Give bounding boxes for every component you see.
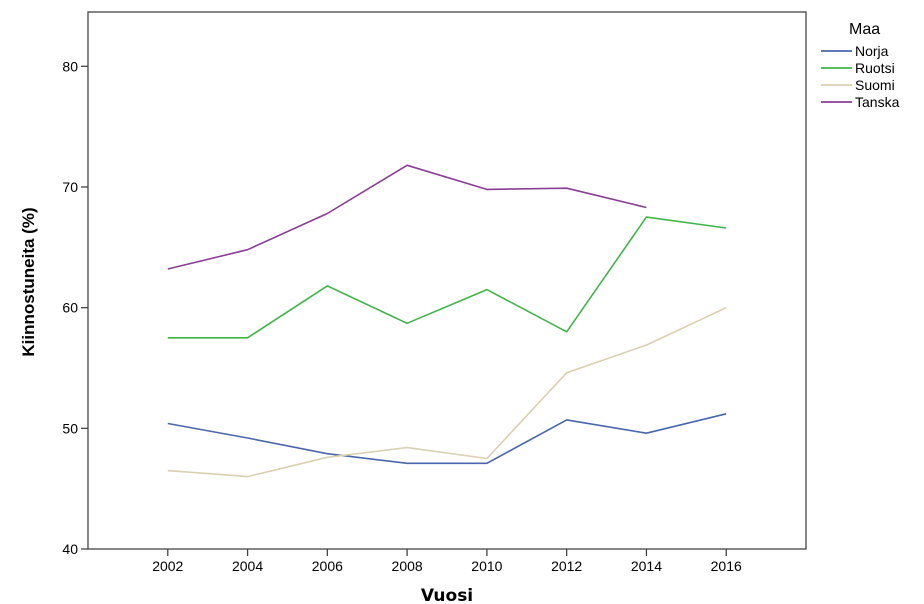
x-axis: 2002 2004 2006 2008 2010 2012 2014 2016: [152, 549, 742, 574]
y-axis-title: Kiinnostuneita (%): [19, 207, 38, 356]
y-axis: 40 50 60 70 80: [62, 58, 88, 557]
x-tick-label: 2002: [152, 558, 183, 574]
plot-frame: [87, 11, 807, 550]
x-tick-label: 2012: [551, 558, 582, 574]
legend-label-tanska: Tanska: [855, 94, 900, 110]
legend-label-norja: Norja: [855, 43, 889, 59]
legend-label-suomi: Suomi: [855, 77, 895, 93]
x-tick-label: 2008: [392, 558, 423, 574]
x-tick-label: 2016: [711, 558, 742, 574]
legend-label-ruotsi: Ruotsi: [855, 60, 895, 76]
x-tick-label: 2014: [631, 558, 662, 574]
series-line-norja: [167, 413, 727, 465]
x-axis-title: Vuosi: [421, 586, 473, 604]
series-line-ruotsi: [167, 216, 727, 339]
legend-title: Maa: [849, 21, 880, 38]
y-tick-label: 80: [62, 58, 78, 74]
y-tick-label: 50: [62, 420, 78, 436]
series-line-tanska: [167, 164, 647, 270]
y-tick-label: 40: [62, 541, 78, 557]
x-tick-label: 2006: [312, 558, 343, 574]
y-tick-label: 70: [62, 179, 78, 195]
x-tick-label: 2004: [232, 558, 263, 574]
series-line-suomi: [167, 306, 727, 478]
x-tick-label: 2010: [471, 558, 502, 574]
y-tick-label: 60: [62, 300, 78, 316]
series-lines: [167, 164, 727, 478]
